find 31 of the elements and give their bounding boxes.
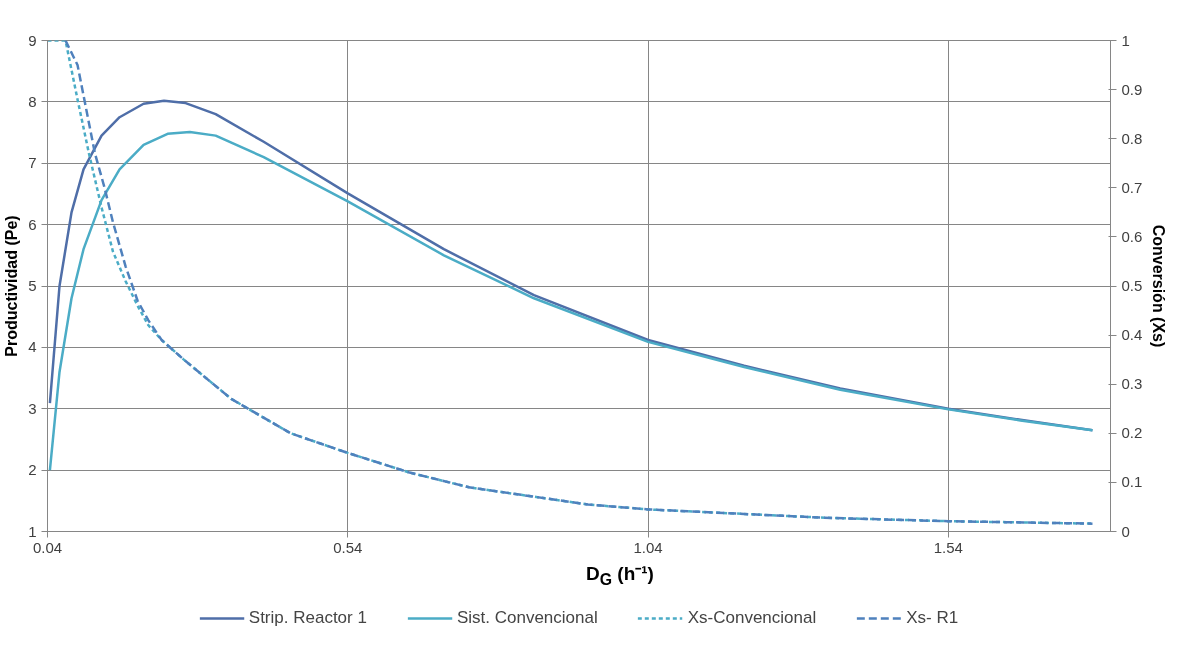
legend-label: Strip. Reactor 1 — [248, 607, 367, 628]
x-tick-label: 0.54 — [333, 538, 363, 556]
legend-label: Xs-Convencional — [687, 607, 817, 628]
y2-tick-label: 0.6 — [1121, 227, 1143, 245]
y2-tick-label: 0.9 — [1121, 80, 1143, 98]
x-tick-label: 0.04 — [32, 538, 63, 556]
y-tick-label: 1 — [28, 522, 37, 540]
y-tick-label: 5 — [28, 277, 37, 294]
x-tick-label: 1.54 — [933, 538, 963, 556]
y2-tick-label: 0.2 — [1121, 424, 1143, 442]
x-axis-title: D$_{G}$ (h⁻¹) — [586, 562, 654, 590]
y-tick-label: 2 — [28, 461, 37, 479]
legend-label: Sist. Convencional — [456, 607, 598, 628]
y-tick-label: 3 — [28, 399, 37, 417]
y2-tick-label: 0.4 — [1121, 326, 1143, 344]
y2-tick-label: 0.3 — [1121, 375, 1143, 393]
y2-tick-label: 0.5 — [1121, 277, 1143, 294]
y2-tick-label: 0.1 — [1121, 473, 1143, 491]
y2-tick-label: 0.8 — [1121, 129, 1143, 147]
y-tick-label: 7 — [28, 154, 37, 172]
x-tick-label: 1.04 — [633, 538, 663, 556]
y2-tick-label: 1 — [1121, 31, 1130, 49]
y-tick-label: 6 — [28, 215, 37, 233]
legend-label: Xs- R1 — [906, 607, 959, 628]
y-axis-title: Productividad (Pe) — [3, 215, 21, 357]
y2-axis-title: Conversión (Xs) — [1150, 224, 1168, 348]
y-tick-label: 4 — [28, 338, 37, 356]
y2-tick-label: 0 — [1121, 522, 1130, 540]
y-tick-label: 9 — [28, 31, 37, 49]
y2-tick-label: 0.7 — [1121, 178, 1143, 196]
y-tick-label: 8 — [28, 92, 37, 110]
